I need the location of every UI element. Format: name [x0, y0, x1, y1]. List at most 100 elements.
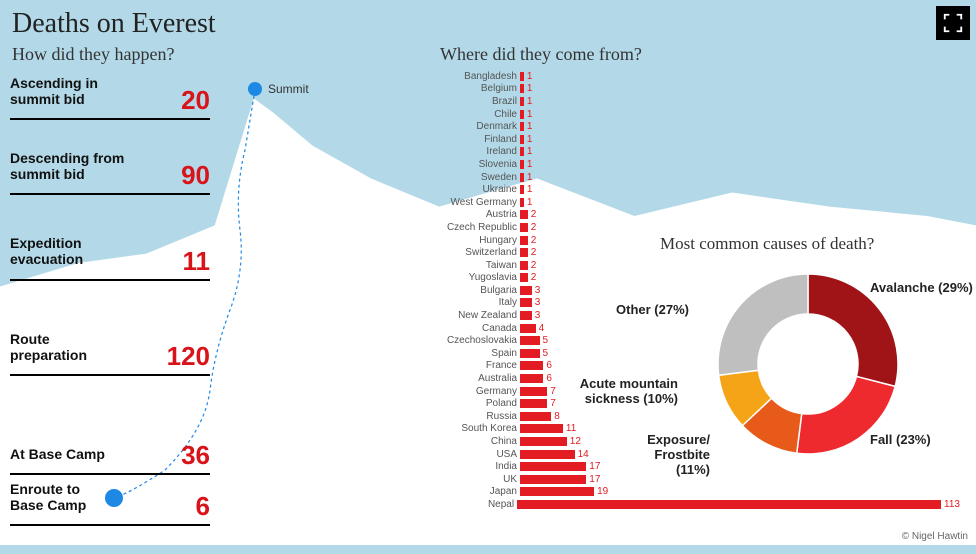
country-name: Chile	[440, 109, 520, 120]
country-value: 17	[589, 461, 600, 472]
country-bar	[520, 349, 540, 358]
country-bar	[520, 399, 547, 408]
country-name: Hungary	[440, 235, 520, 246]
how-item-underline	[10, 374, 210, 376]
country-name: Japan	[440, 486, 520, 497]
how-item-underline	[10, 524, 210, 526]
country-bar	[520, 261, 528, 270]
how-item: Ascending in summit bid20	[10, 75, 225, 120]
country-bar-row: Finland1	[440, 133, 960, 146]
page-title: Deaths on Everest	[12, 8, 216, 40]
country-bar	[520, 72, 524, 81]
country-name: UK	[440, 474, 520, 485]
country-bar	[520, 424, 563, 433]
country-name: West Germany	[440, 197, 520, 208]
country-bar-row: West Germany 1	[440, 196, 960, 209]
country-bar-row: Austria2	[440, 209, 960, 222]
country-bar-row: Belgium1	[440, 83, 960, 96]
donut-label-other: Other (27%)	[616, 302, 689, 317]
country-value: 1	[527, 184, 533, 195]
country-value: 113	[944, 499, 960, 510]
country-bar	[520, 487, 594, 496]
donut-label-avalanche: Avalanche (29%)	[870, 280, 973, 295]
country-name: Czech Republic	[440, 222, 520, 233]
country-bar-row: Bangladesh1	[440, 70, 960, 83]
country-name: Taiwan	[440, 260, 520, 271]
country-name: India	[440, 461, 520, 472]
country-bar-row: Hungary2	[440, 234, 960, 247]
country-name: Bangladesh	[440, 71, 520, 82]
country-bar-row: Brazil1	[440, 95, 960, 108]
country-bar	[520, 198, 524, 207]
country-bar	[520, 110, 524, 119]
country-name: South Korea	[440, 423, 520, 434]
country-value: 3	[535, 285, 541, 296]
country-name: Russia	[440, 411, 520, 422]
country-value: 19	[597, 486, 608, 497]
country-bar	[520, 286, 532, 295]
country-value: 6	[546, 373, 552, 384]
country-value: 11	[566, 423, 576, 434]
how-item: Route preparation120	[10, 331, 225, 376]
country-value: 2	[531, 260, 537, 271]
country-name: Poland	[440, 398, 520, 409]
how-item-underline	[10, 118, 210, 120]
country-bar	[520, 273, 528, 282]
country-bar	[520, 361, 543, 370]
country-bar	[520, 147, 524, 156]
country-bar	[520, 298, 532, 307]
country-name: New Zealand	[440, 310, 520, 321]
country-bar-row: Nepal 113	[440, 498, 960, 511]
country-value: 5	[543, 348, 549, 359]
country-bar	[520, 122, 524, 131]
country-value: 12	[570, 436, 581, 447]
country-value: 3	[535, 297, 541, 308]
country-name: Denmark	[440, 121, 520, 132]
country-bar-row: Japan 19	[440, 486, 960, 499]
how-item: At Base Camp36	[10, 446, 225, 475]
country-bar	[520, 185, 524, 194]
subtitle-where: Where did they come from?	[440, 44, 642, 65]
country-name: Switzerland	[440, 247, 520, 258]
how-item: Descending from summit bid90	[10, 150, 225, 195]
country-name: Belgium	[440, 83, 520, 94]
country-name: Slovenia	[440, 159, 520, 170]
country-value: 5	[543, 335, 549, 346]
country-bar	[520, 84, 524, 93]
country-value: 2	[531, 247, 537, 258]
country-name: Finland	[440, 134, 520, 145]
country-name: Germany	[440, 386, 520, 397]
country-value: 7	[550, 398, 556, 409]
credit-text: © Nigel Hawtin	[902, 531, 968, 542]
donut-segment	[718, 274, 808, 375]
country-bar-row: Slovenia1	[440, 158, 960, 171]
country-bar	[520, 248, 528, 257]
country-name: Brazil	[440, 96, 520, 107]
country-value: 8	[554, 411, 560, 422]
country-bar	[520, 236, 528, 245]
country-bar	[520, 223, 528, 232]
country-bar	[520, 311, 532, 320]
country-name: Nepal	[440, 499, 517, 510]
country-bar-row: Denmark1	[440, 120, 960, 133]
how-item: Expedition evacuation11	[10, 235, 225, 280]
fullscreen-icon[interactable]	[936, 6, 970, 40]
how-item: Enroute to Base Camp6	[10, 481, 225, 526]
donut-label-fall: Fall (23%)	[870, 432, 931, 447]
country-value: 2	[531, 209, 537, 220]
country-name: USA	[440, 449, 520, 460]
country-name: Canada	[440, 323, 520, 334]
country-bar	[517, 500, 941, 509]
country-value: 6	[546, 360, 552, 371]
country-bar	[520, 336, 540, 345]
country-bar	[520, 210, 528, 219]
country-bar-row: Chile1	[440, 108, 960, 121]
country-bar-row: Czech Republic2	[440, 221, 960, 234]
country-name: Australia	[440, 373, 520, 384]
country-bar	[520, 374, 543, 383]
country-value: 1	[527, 197, 533, 208]
country-value: 1	[527, 146, 533, 157]
country-bar-row: Switzerland 2	[440, 246, 960, 259]
country-bar	[520, 324, 536, 333]
country-bar	[520, 450, 575, 459]
